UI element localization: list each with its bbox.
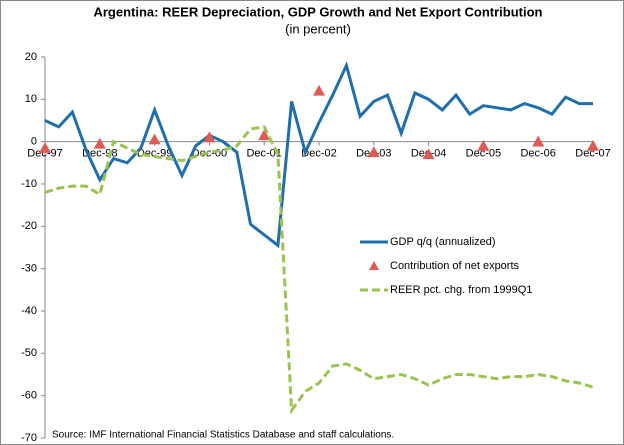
x-tick-label: Dec-97 xyxy=(27,148,62,160)
y-tick-label: 20 xyxy=(25,51,37,63)
chart-subtitle: (in percent) xyxy=(285,21,351,36)
y-tick-label: 10 xyxy=(25,93,37,105)
marker xyxy=(532,135,545,147)
x-tick-label: Dec-01 xyxy=(246,148,281,160)
source-note: Source: IMF International Financial Stat… xyxy=(52,430,394,441)
y-tick-label: 0 xyxy=(31,136,37,148)
x-tick-label: Dec-05 xyxy=(466,148,501,160)
x-tick-label: Dec-06 xyxy=(520,148,555,160)
marker xyxy=(258,129,271,141)
marker xyxy=(422,148,435,160)
x-tick-label: Dec-02 xyxy=(301,148,336,160)
legend-symbol xyxy=(369,261,379,270)
y-tick-label: -30 xyxy=(21,263,37,275)
chart-title: Argentina: REER Depreciation, GDP Growth… xyxy=(93,4,542,19)
y-tick-label: -70 xyxy=(21,432,37,444)
marker xyxy=(477,139,490,151)
y-tick-label: -10 xyxy=(21,178,37,190)
legend-label: GDP q/q (annualized) xyxy=(390,236,496,248)
marker xyxy=(203,131,216,143)
y-tick-label: -60 xyxy=(21,390,37,402)
marker xyxy=(93,137,106,149)
marker xyxy=(148,133,161,145)
marker xyxy=(313,84,325,96)
series-line xyxy=(44,125,594,415)
legend-label: REER pct. chg. from 1999Q1 xyxy=(390,284,532,296)
x-tick-label: Dec-00 xyxy=(192,148,227,160)
marker xyxy=(367,146,380,158)
marker xyxy=(587,139,599,151)
y-tick-label: -40 xyxy=(21,305,37,317)
y-tick-label: -20 xyxy=(21,220,37,232)
x-tick-label: Dec-07 xyxy=(575,148,610,160)
y-tick-label: -50 xyxy=(21,347,37,359)
legend-label: Contribution of net exports xyxy=(390,260,520,272)
marker xyxy=(39,142,51,153)
